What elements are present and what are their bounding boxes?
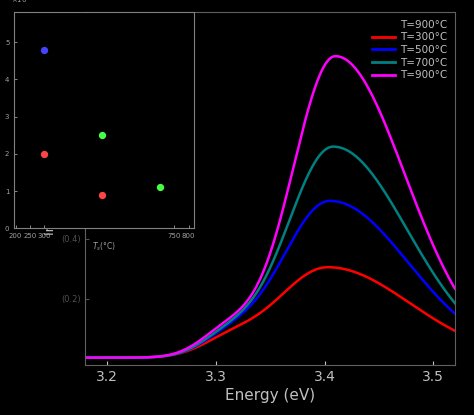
Point [41,46,48,53]
X-axis label: Energy (eV): Energy (eV) [225,388,315,403]
Text: $\times 10^6$: $\times 10^6$ [10,0,30,6]
Point [98,132,106,139]
Legend: T=900°C, T=300°C, T=500°C, T=700°C, T=900°C: T=900°C, T=300°C, T=500°C, T=700°C, T=90… [370,18,450,82]
Point [98,191,106,198]
X-axis label: $T_s$(°C): $T_s$(°C) [92,241,116,253]
Point [156,184,164,190]
Point [41,151,48,157]
Y-axis label: Intensity (a.u.): Intensity (a.u.) [44,143,56,234]
